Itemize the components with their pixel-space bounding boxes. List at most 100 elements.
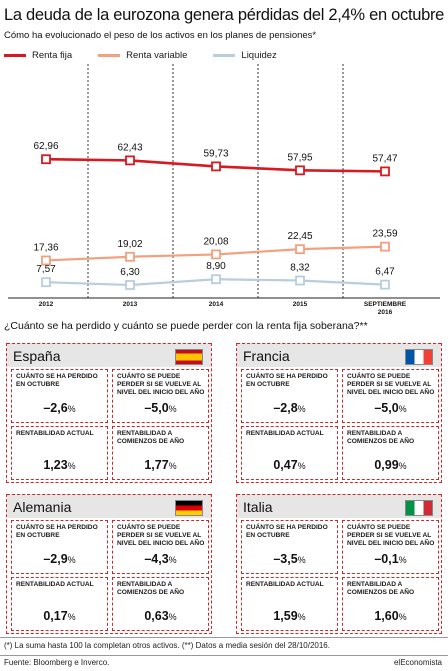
legend-swatch-liquidez (213, 53, 236, 57)
metric-current-yield: RENTABILIDAD ACTUAL 1,59% (241, 577, 338, 631)
metric-value: 0,63% (113, 609, 208, 623)
point-renta-fija-3 (211, 161, 221, 172)
footer-divider-bottom (0, 655, 448, 656)
metric-unit: % (168, 555, 177, 565)
country-name: Italia (243, 499, 273, 515)
metric-value: 1,23% (12, 458, 107, 472)
metric-label: RENTABILIDAD ACTUAL (16, 430, 94, 437)
metric-value: 0,47% (242, 458, 337, 472)
metric-label: CUÁNTO SE PUEDE PERDER SI SE VUELVE AL N… (347, 373, 435, 396)
metric-lost-in-october: CUÁNTO SE HA PERDIDO EN OCTUBRE –3,5% (241, 520, 338, 574)
legend-item-liquidez: Liquidez (213, 49, 277, 61)
italia-flag-icon (405, 500, 433, 516)
metric-label: RENTABILIDAD ACTUAL (246, 581, 324, 588)
metric-value: 1,59% (242, 609, 337, 623)
metric-label: CUÁNTO SE PUEDE PERDER SI SE VUELVE AL N… (117, 373, 205, 396)
legend-swatch-renta-variable (98, 53, 121, 57)
point-renta-variable-1 (41, 255, 51, 266)
x-tick-label-3: 2014 (209, 301, 224, 308)
alemania-flag-icon (175, 500, 203, 516)
data-label-renta-fija-5: 57,47 (372, 153, 397, 164)
metric-value: –2,8% (242, 401, 337, 415)
metric-value: –3,5% (242, 552, 337, 566)
footer-divider-top (0, 637, 448, 638)
metric-lost-in-october: CUÁNTO SE HA PERDIDO EN OCTUBRE –2,9% (11, 520, 108, 574)
metric-start-of-year-yield: RENTABILIDAD A COMIENZOS DE AÑO 0,99% (342, 426, 439, 480)
metric-unit: % (67, 461, 76, 471)
legend-swatch-renta-fija (4, 53, 26, 57)
metric-number: –2,8 (273, 401, 298, 415)
country-card-italia: Italia CUÁNTO SE HA PERDIDO EN OCTUBRE –3,… (236, 494, 442, 634)
metric-value: –2,6% (12, 401, 107, 415)
data-label-renta-variable-5: 23,59 (372, 229, 397, 240)
data-label-liquidez-3: 8,90 (206, 261, 226, 272)
metric-label: RENTABILIDAD A COMIENZOS DE AÑO (117, 430, 185, 445)
data-label-renta-variable-2: 19,02 (117, 239, 142, 250)
metric-unit: % (398, 461, 407, 471)
espana-flag-icon (175, 349, 203, 365)
country-card-alemania: Alemania CUÁNTO SE HA PERDIDO EN OCTUBRE –… (6, 494, 212, 634)
metric-unit: % (67, 404, 76, 414)
section-question: ¿Cuánto se ha perdido y cuánto se puede … (4, 320, 368, 332)
country-card-francia: Francia CUÁNTO SE HA PERDIDO EN OCTUBRE –2… (236, 343, 442, 483)
metric-unit: % (297, 404, 306, 414)
country-name: Alemania (13, 499, 72, 515)
metric-number: –2,9 (43, 552, 68, 566)
metric-number: –0,1 (374, 552, 399, 566)
metric-label: CUÁNTO SE PUEDE PERDER SI SE VUELVE AL N… (117, 524, 205, 547)
point-renta-fija-5 (380, 166, 390, 177)
metric-unit: % (168, 461, 177, 471)
point-renta-fija-2 (125, 155, 135, 166)
metric-number: –3,5 (273, 552, 298, 566)
legend-item-renta-fija: Renta fija (4, 50, 72, 61)
metric-number: –2,6 (43, 401, 68, 415)
metric-unit: % (168, 612, 177, 622)
data-label-renta-variable-1: 17,36 (33, 242, 58, 253)
country-name: España (13, 348, 61, 364)
metric-lost-in-october: CUÁNTO SE HA PERDIDO EN OCTUBRE –2,8% (241, 369, 338, 423)
data-label-liquidez-1: 7,57 (36, 264, 56, 275)
metric-label: CUÁNTO SE PUEDE PERDER SI SE VUELVE AL N… (347, 524, 435, 547)
card-header: España (7, 343, 211, 367)
point-liquidez-4 (295, 275, 305, 286)
metric-unit: % (297, 612, 306, 622)
metric-unit: % (67, 555, 76, 565)
metric-label: RENTABILIDAD ACTUAL (246, 430, 324, 437)
card-header: Italia (237, 494, 441, 518)
point-liquidez-1 (41, 277, 51, 288)
data-label-renta-fija-3: 59,73 (203, 148, 228, 159)
metric-lost-in-october: CUÁNTO SE HA PERDIDO EN OCTUBRE –2,6% (11, 369, 108, 423)
x-tick-label-4: 2015 (293, 301, 308, 308)
x-tick-label-1: 2012 (39, 301, 54, 308)
metric-value: –4,3% (113, 552, 208, 566)
metric-value: –5,0% (343, 401, 438, 415)
francia-flag-icon (405, 349, 433, 365)
metric-current-yield: RENTABILIDAD ACTUAL 1,23% (11, 426, 108, 480)
page-title: La deuda de la eurozona genera pérdidas … (4, 6, 445, 24)
metric-number: –4,3 (144, 552, 169, 566)
legend-label-liquidez: Liquidez (241, 49, 277, 61)
metric-start-of-year-yield: RENTABILIDAD A COMIENZOS DE AÑO 1,60% (342, 577, 439, 631)
point-renta-variable-4 (295, 244, 305, 255)
metric-number: 0,47 (273, 458, 298, 472)
metric-current-yield: RENTABILIDAD ACTUAL 0,17% (11, 577, 108, 631)
data-label-liquidez-4: 8,32 (290, 263, 310, 274)
x-tick-label-5-1: SEPTIEMBRE (364, 301, 407, 308)
point-renta-variable-3 (211, 249, 221, 260)
data-label-renta-fija-2: 62,43 (117, 142, 142, 153)
metric-start-of-year-yield: RENTABILIDAD A COMIENZOS DE AÑO 1,77% (112, 426, 209, 480)
point-liquidez-2 (125, 280, 135, 290)
metric-label: RENTABILIDAD A COMIENZOS DE AÑO (117, 581, 185, 596)
metric-number: –5,0 (374, 401, 399, 415)
chart-legend: Renta fija Renta variable Liquidez (4, 48, 303, 62)
point-renta-fija-1 (41, 154, 51, 165)
metric-value: 0,17% (12, 609, 107, 623)
point-liquidez-5 (380, 279, 390, 290)
metric-number: 0,99 (374, 458, 399, 472)
metric-label: CUÁNTO SE HA PERDIDO EN OCTUBRE (246, 524, 328, 539)
metric-number: –5,0 (144, 401, 169, 415)
metric-potential-loss: CUÁNTO SE PUEDE PERDER SI SE VUELVE AL N… (342, 369, 439, 423)
metric-number: 0,63 (144, 609, 169, 623)
country-name: Francia (243, 348, 290, 364)
metric-unit: % (168, 404, 177, 414)
